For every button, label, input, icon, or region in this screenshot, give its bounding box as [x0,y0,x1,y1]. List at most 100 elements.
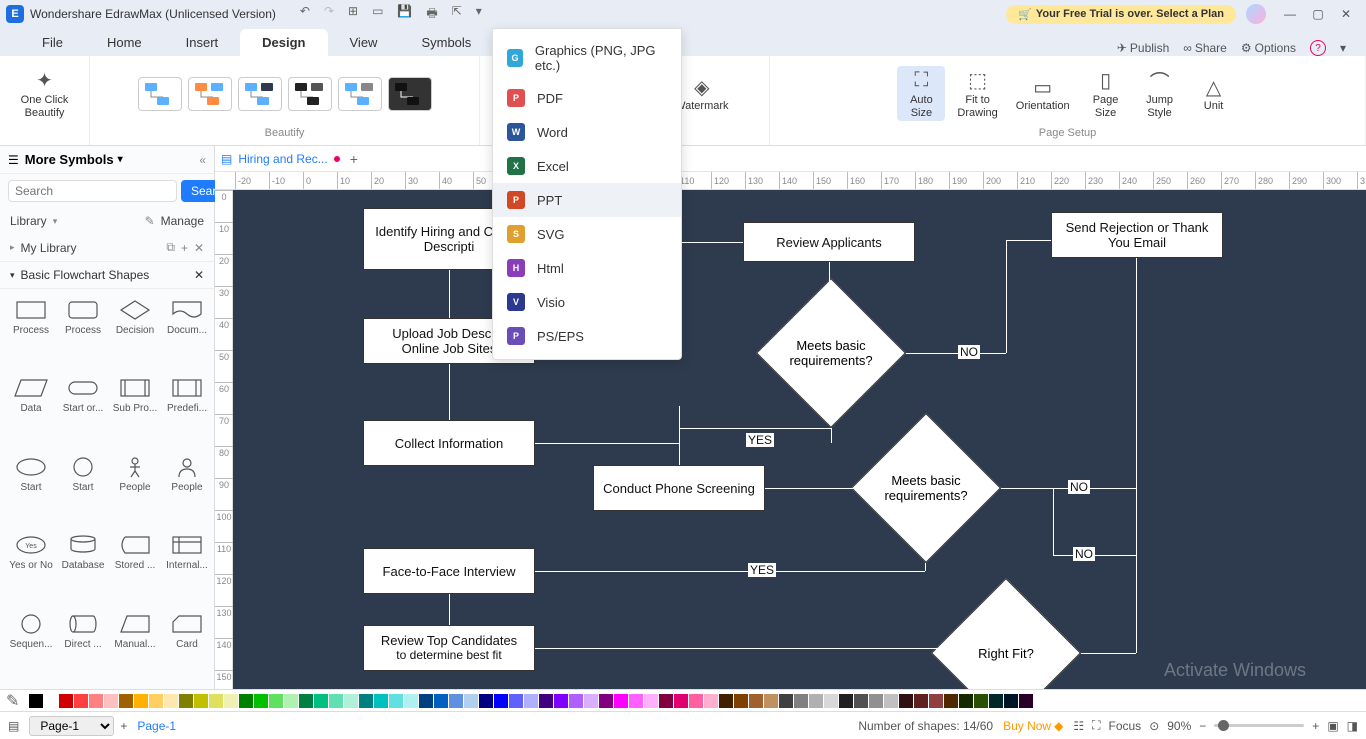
color-swatch[interactable] [809,694,823,708]
color-swatch[interactable] [854,694,868,708]
color-swatch[interactable] [944,694,958,708]
color-swatch[interactable] [329,694,343,708]
color-swatch[interactable] [44,694,58,708]
color-swatch[interactable] [869,694,883,708]
focus-button[interactable]: Focus [1109,719,1142,733]
layers-icon[interactable]: ☷ [1073,719,1084,733]
node-phone[interactable]: Conduct Phone Screening [593,465,765,511]
search-input[interactable] [8,180,177,202]
export-item[interactable]: PPS/EPS [493,319,681,353]
add-icon[interactable]: + [181,241,188,255]
color-swatch[interactable] [374,694,388,708]
color-swatch[interactable] [119,694,133,708]
minimize-button[interactable]: — [1276,7,1304,21]
tab-symbols[interactable]: Symbols [399,29,493,56]
color-swatch[interactable] [59,694,73,708]
color-swatch[interactable] [989,694,1003,708]
unit-button[interactable]: △Unit [1190,72,1238,115]
color-swatch[interactable] [359,694,373,708]
color-swatch[interactable] [149,694,163,708]
tab-home[interactable]: Home [85,29,164,56]
collapse-icon[interactable]: « [199,153,206,167]
theme-swatch[interactable] [138,77,182,111]
color-swatch[interactable] [494,694,508,708]
color-swatch[interactable] [479,694,493,708]
color-swatch[interactable] [884,694,898,708]
export-item[interactable]: PPDF [493,81,681,115]
color-swatch[interactable] [704,694,718,708]
undo-icon[interactable]: ↶ [300,4,310,25]
color-swatch[interactable] [389,694,403,708]
shape-item[interactable]: Card [162,609,212,683]
color-swatch[interactable] [629,694,643,708]
publish-button[interactable]: ✈Publish [1117,41,1169,55]
shape-item[interactable]: Data [6,373,56,447]
color-swatch[interactable] [164,694,178,708]
more-symbols-button[interactable]: More Symbols▾ [25,152,194,167]
shape-item[interactable]: Process [6,295,56,369]
page-name[interactable]: Page-1 [137,719,176,733]
fit-button[interactable]: ⬚Fit to Drawing [951,66,1003,121]
shape-item[interactable]: Process [58,295,108,369]
export-item[interactable]: SSVG [493,217,681,251]
color-swatch[interactable] [929,694,943,708]
color-swatch[interactable] [284,694,298,708]
theme-swatch[interactable] [388,77,432,111]
color-swatch[interactable] [509,694,523,708]
shape-item[interactable]: Internal... [162,530,212,604]
close-icon[interactable]: ✕ [194,241,204,255]
color-swatch[interactable] [569,694,583,708]
pagesize-button[interactable]: ▯Page Size [1082,66,1130,121]
page-select[interactable]: Page-1 [29,716,114,736]
maximize-button[interactable]: ▢ [1304,7,1332,21]
library-button[interactable]: Library [10,214,47,228]
color-swatch[interactable] [764,694,778,708]
autosize-button[interactable]: ⛶Auto Size [897,66,945,121]
export-item[interactable]: PPPT [493,183,681,217]
color-swatch[interactable] [599,694,613,708]
color-swatch[interactable] [749,694,763,708]
color-swatch[interactable] [179,694,193,708]
shape-item[interactable]: Direct ... [58,609,108,683]
color-swatch[interactable] [134,694,148,708]
color-swatch[interactable] [959,694,973,708]
color-swatch[interactable] [404,694,418,708]
color-swatch[interactable] [224,694,238,708]
chevron-down-icon[interactable]: ▾ [10,270,15,281]
color-swatch[interactable] [269,694,283,708]
node-review-applicants[interactable]: Review Applicants [743,222,915,262]
zoom-in-button[interactable]: + [1312,719,1319,733]
shape-item[interactable]: Sequen... [6,609,56,683]
export-item[interactable]: WWord [493,115,681,149]
add-page-button[interactable]: + [120,719,127,733]
color-swatch[interactable] [734,694,748,708]
color-swatch[interactable] [314,694,328,708]
color-swatch[interactable] [899,694,913,708]
avatar[interactable] [1246,4,1266,24]
shape-item[interactable]: Start [6,452,56,526]
color-swatch[interactable] [659,694,673,708]
color-swatch[interactable] [584,694,598,708]
orientation-button[interactable]: ▭Orientation [1010,72,1076,115]
color-swatch[interactable] [194,694,208,708]
color-swatch[interactable] [839,694,853,708]
export-item[interactable]: XExcel [493,149,681,183]
trial-banner[interactable]: 🛒 Your Free Trial is over. Select a Plan [1006,5,1236,24]
new-icon[interactable]: ⊞ [348,4,358,25]
theme-swatch[interactable] [288,77,332,111]
shape-item[interactable]: YesYes or No [6,530,56,604]
print-icon[interactable]: 🖶 [426,4,437,25]
shape-item[interactable]: Database [58,530,108,604]
color-swatch[interactable] [914,694,928,708]
tab-insert[interactable]: Insert [164,29,241,56]
buy-now-button[interactable]: Buy Now◆ [1003,719,1063,733]
doc-tab[interactable]: ▤ Hiring and Rec... [221,152,340,166]
export-item[interactable]: GGraphics (PNG, JPG etc.) [493,35,681,81]
shape-item[interactable]: People [162,452,212,526]
color-swatch[interactable] [434,694,448,708]
zoom-slider[interactable] [1214,724,1304,727]
node-decision2[interactable]: Meets basic requirements? [873,435,979,541]
shape-item[interactable]: Stored ... [110,530,160,604]
shape-item[interactable]: Start [58,452,108,526]
close-icon[interactable]: ✕ [194,268,204,282]
